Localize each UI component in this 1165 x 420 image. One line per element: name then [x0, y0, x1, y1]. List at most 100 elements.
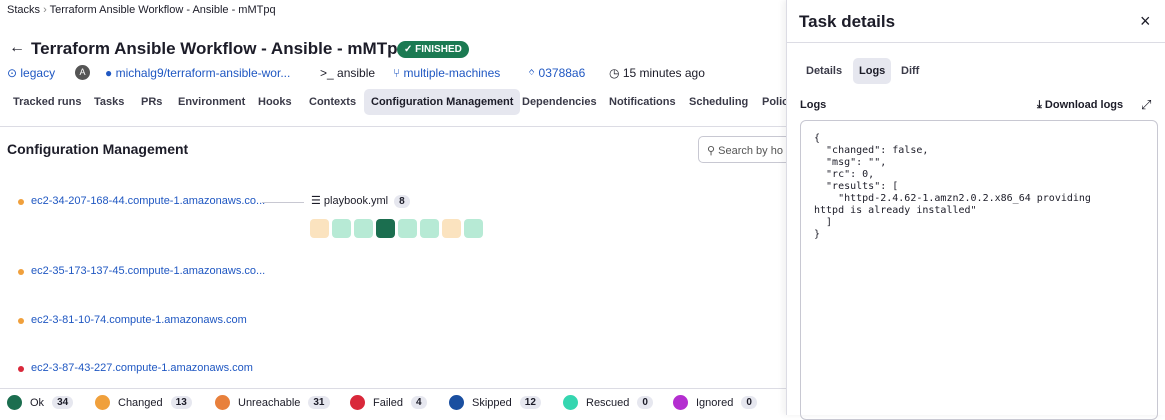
task-square[interactable] [376, 219, 395, 238]
tab[interactable]: Environment [178, 96, 246, 108]
legend-swatch [673, 395, 688, 410]
logs-label: Logs [800, 99, 827, 111]
vendor: >_ ansible [320, 66, 376, 80]
task-square[interactable] [354, 219, 373, 238]
space[interactable]: ⊙ legacy [7, 66, 56, 80]
tab[interactable]: Contexts [309, 96, 357, 108]
panel-title: Task details [799, 12, 896, 31]
log-line: ] [814, 217, 833, 228]
log-line: "changed": false, [814, 145, 929, 156]
legend-swatch [95, 395, 110, 410]
download-logs[interactable]: ⤓ Download logs [1037, 99, 1124, 111]
expand-button[interactable]: ⤢ [1141, 97, 1152, 112]
divider [787, 42, 1165, 43]
legend-item: Failed 4 [350, 395, 427, 410]
tab[interactable]: Dependencies [522, 96, 597, 108]
download-text[interactable]: Download logs [1044, 99, 1124, 111]
host-link[interactable]: ec2-34-207-168-44.compute-1.amazonaws.co… [31, 195, 266, 207]
tab[interactable]: Configuration Management [364, 89, 521, 115]
tab[interactable]: Scheduling [689, 96, 749, 108]
log-line: "rc": 0, [814, 169, 875, 180]
close-button[interactable]: × [1140, 11, 1151, 31]
task-square[interactable] [332, 219, 351, 238]
status: FINISHED [415, 44, 462, 55]
log-line: "httpd-2.4.62-1.amzn2.0.2.x86_64 providi… [814, 193, 1091, 204]
crumb[interactable]: Stacks [7, 4, 41, 16]
host-link[interactable]: ec2-3-87-43-227.compute-1.amazonaws.com [31, 362, 253, 374]
log-line: { [814, 133, 821, 144]
repo-name[interactable]: michalg9/terraform-ansible-wor... [115, 66, 291, 80]
divider [0, 126, 786, 127]
legend-label: Ignored [696, 396, 734, 409]
panel-tab[interactable]: Logs [853, 58, 892, 84]
space-name[interactable]: legacy [20, 66, 56, 80]
legend-count: 0 [741, 396, 757, 409]
avatar: A [75, 65, 90, 80]
task-square[interactable] [420, 219, 439, 238]
tab[interactable]: PRs [141, 96, 163, 108]
task-square[interactable] [398, 219, 417, 238]
legend-label: Rescued [586, 396, 630, 409]
task-panel: Task details × Details Logs Diff Logs ⤓ Do… [786, 0, 1165, 420]
breadcrumb: Stacks › Terraform Ansible Workflow - An… [7, 4, 276, 16]
branch-name[interactable]: multiple-machines [403, 66, 501, 80]
commit-hash[interactable]: 03788a6 [538, 66, 586, 80]
legend-item: Unreachable 31 [215, 395, 330, 410]
legend-count: 13 [170, 396, 192, 409]
back-arrow[interactable]: ← [9, 39, 25, 56]
log-line: "results": [ [814, 181, 899, 192]
task-square[interactable] [310, 219, 329, 238]
meta-row: ⊙ legacy A ● michalg9/terraform-ansible-… [7, 65, 787, 82]
panel-tab[interactable]: Details [806, 65, 843, 77]
host-status-dot [18, 199, 24, 205]
legend-label: Changed [118, 396, 163, 409]
legend-swatch [7, 395, 22, 410]
panel-tab[interactable]: Diff [901, 65, 920, 77]
legend-item: Changed 13 [95, 395, 192, 410]
legend-count: 12 [519, 396, 541, 409]
host-link[interactable]: ec2-35-173-137-45.compute-1.amazonaws.co… [31, 265, 266, 277]
host-status-dot [18, 318, 24, 324]
log-box: { "changed": false, "msg": "", "rc": 0, … [800, 120, 1158, 420]
tab[interactable]: Hooks [258, 96, 292, 108]
search-placeholder: Search by ho [718, 145, 783, 157]
log-line: "msg": "", [814, 157, 887, 168]
host-status-dot [18, 269, 24, 275]
legend-label: Skipped [472, 396, 512, 409]
host-status-dot [18, 366, 24, 372]
legend-count: 31 [308, 396, 330, 409]
legend-item: Skipped 12 [449, 395, 541, 410]
task-count: 8 [394, 195, 410, 208]
divider [0, 388, 786, 389]
playbook-name: playbook.yml [323, 195, 389, 207]
legend-label: Ok [30, 396, 45, 409]
tab[interactable]: Tasks [94, 96, 125, 108]
tab[interactable]: Notifications [609, 96, 676, 108]
search[interactable]: ⚲ Search by ho [698, 136, 798, 163]
legend-count: 0 [637, 396, 653, 409]
branch[interactable]: ⑂ multiple-machines [393, 66, 501, 80]
vendor-name: ansible [337, 66, 376, 80]
task-square[interactable] [442, 219, 461, 238]
connector [262, 202, 304, 203]
section-title: Configuration Management [7, 141, 189, 157]
legend-label: Unreachable [238, 396, 301, 409]
host-link[interactable]: ec2-3-81-10-74.compute-1.amazonaws.com [31, 314, 247, 326]
legend-swatch [563, 395, 578, 410]
legend-swatch [449, 395, 464, 410]
run-title: Terraform Ansible Workflow - Ansible - m… [31, 39, 408, 58]
legend-swatch [215, 395, 230, 410]
tab[interactable]: Tracked runs [13, 96, 82, 108]
task-square[interactable] [464, 219, 483, 238]
tab[interactable]: Polic [762, 96, 789, 108]
legend-item: Rescued 0 [563, 395, 653, 410]
log-line: httpd is already installed" [814, 205, 977, 216]
time-ago: 15 minutes ago [622, 66, 705, 80]
status-badge: ✓ FINISHED [397, 41, 469, 58]
commit[interactable]: ᛜ 03788a6 [528, 66, 586, 80]
repo[interactable]: ● michalg9/terraform-ansible-wor... [105, 66, 291, 80]
legend-count: 34 [52, 396, 74, 409]
playbook: ☰ playbook.yml 8 [311, 194, 410, 208]
